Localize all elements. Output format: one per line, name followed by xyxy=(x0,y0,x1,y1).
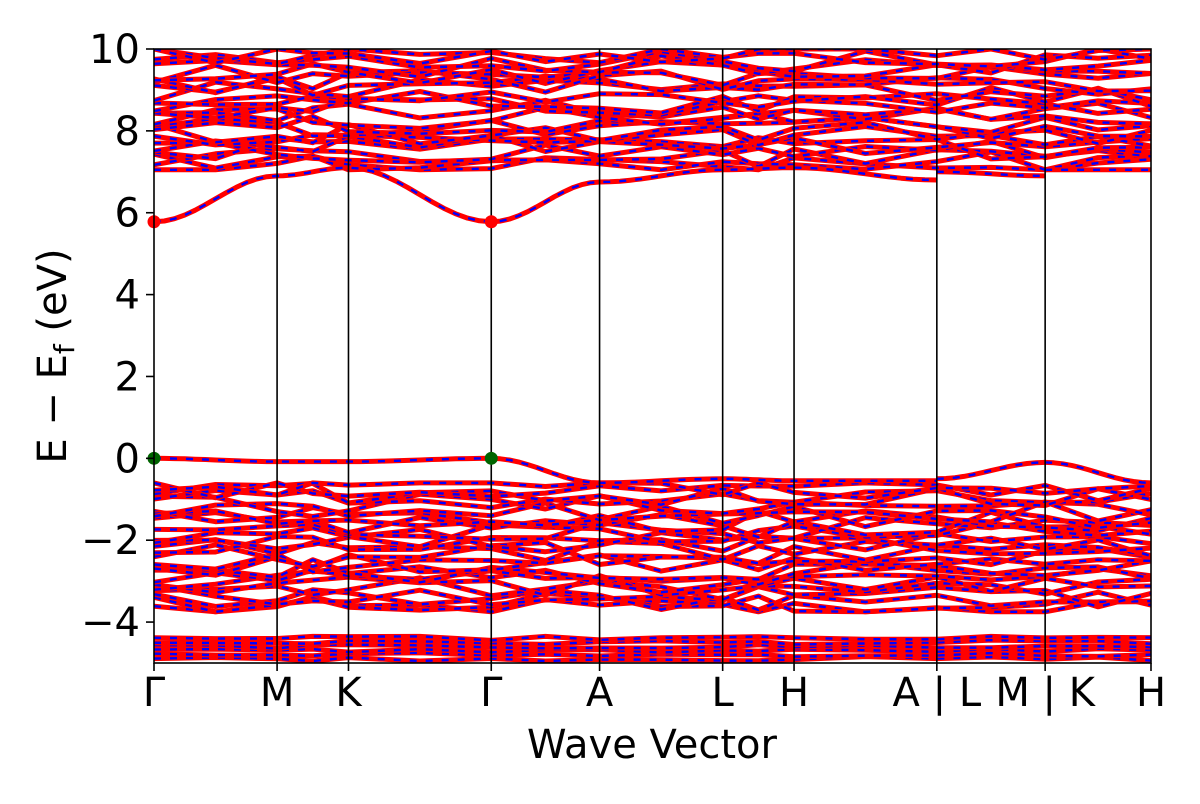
x-tick-label: A | L xyxy=(893,670,982,716)
conduction-band-spin-down xyxy=(154,134,1151,155)
y-axis-label: E − Ef (eV) xyxy=(30,248,81,463)
deep-valence-band-spin-down xyxy=(154,635,1151,642)
x-tick-label: L xyxy=(712,670,735,716)
y-axis-label-subscript: f xyxy=(48,343,81,354)
conduction-band-spin-down xyxy=(154,49,1151,65)
conduction-lowest-segment-spin-down xyxy=(936,170,1046,178)
vbm-marker xyxy=(484,451,498,465)
x-axis-label: Wave Vector xyxy=(527,722,778,768)
plot-frame xyxy=(153,48,1152,664)
conduction-band-spin-down xyxy=(154,121,1151,146)
valence-band-spin-down xyxy=(154,590,1151,614)
conduction-lowest-spin-up xyxy=(154,165,937,225)
cbm-marker xyxy=(484,215,498,229)
deep-valence-band-spin-down xyxy=(154,643,1151,650)
valence-band-spin-down xyxy=(154,481,1151,502)
bands-layer xyxy=(154,49,1151,663)
valence-band-spin-down xyxy=(154,481,1151,500)
valence-band-spin-down xyxy=(154,584,1151,609)
valence-band-spin-down xyxy=(154,558,1151,584)
y-tick-label: 4 xyxy=(115,273,140,319)
x-tick-label: H xyxy=(1136,670,1166,716)
x-tick-label: M | K xyxy=(995,670,1096,716)
x-tick-label: Γ xyxy=(480,670,503,716)
valence-band-spin-down xyxy=(154,504,1151,529)
y-tick-label: −4 xyxy=(81,600,140,646)
valence-band-spin-down xyxy=(154,565,1151,594)
high-symmetry-lines xyxy=(276,49,1046,663)
valence-band-spin-down xyxy=(154,493,1151,518)
conduction-band-spin-down xyxy=(154,64,1151,87)
valence-band-spin-down xyxy=(154,574,1151,597)
valence-band-spin-down xyxy=(154,588,1151,612)
y-tick-label: 6 xyxy=(115,191,140,237)
conduction-lowest-spin-down xyxy=(154,166,937,223)
y-tick-label: 8 xyxy=(115,109,140,155)
y-tick-label: 10 xyxy=(89,27,140,73)
valence-top-spin-up xyxy=(154,455,937,486)
band-edge-markers xyxy=(147,215,498,465)
valence-band-spin-down xyxy=(154,482,1151,507)
conduction-band-spin-down xyxy=(154,54,1151,79)
conduction-band-spin-up xyxy=(154,49,1151,76)
x-tick-label: H xyxy=(779,670,809,716)
x-tick-label: Γ xyxy=(143,670,166,716)
x-tick-label: M xyxy=(260,670,295,716)
deep-valence-band-spin-down xyxy=(154,655,1151,663)
deep-valence-band-spin-down xyxy=(154,638,1151,646)
y-axis-label-main: E − E xyxy=(30,354,76,464)
conduction-band-spin-down xyxy=(154,69,1151,94)
valence-band-spin-up xyxy=(154,488,1151,511)
valence-band-spin-down xyxy=(154,541,1151,568)
conduction-band-spin-down xyxy=(154,74,1151,97)
conduction-band-spin-down xyxy=(154,90,1151,115)
valence-band-spin-down xyxy=(154,500,1151,524)
y-tick-label: 0 xyxy=(115,436,140,482)
deep-valence-band-spin-down xyxy=(154,651,1151,658)
y-tick-label: 2 xyxy=(115,354,140,400)
y-tick-label: −2 xyxy=(81,518,140,564)
valence-top-segment-spin-down xyxy=(936,461,1046,480)
x-tick-label: A xyxy=(586,670,614,716)
valence-top-segment-spin-down xyxy=(1045,461,1151,485)
valence-band-spin-down xyxy=(154,576,1151,601)
y-axis-label-unit: (eV) xyxy=(30,248,76,344)
x-tick-label: K xyxy=(335,670,363,716)
y-axis-ticks: −4 −2 0 2 4 6 8 10 xyxy=(81,27,154,646)
